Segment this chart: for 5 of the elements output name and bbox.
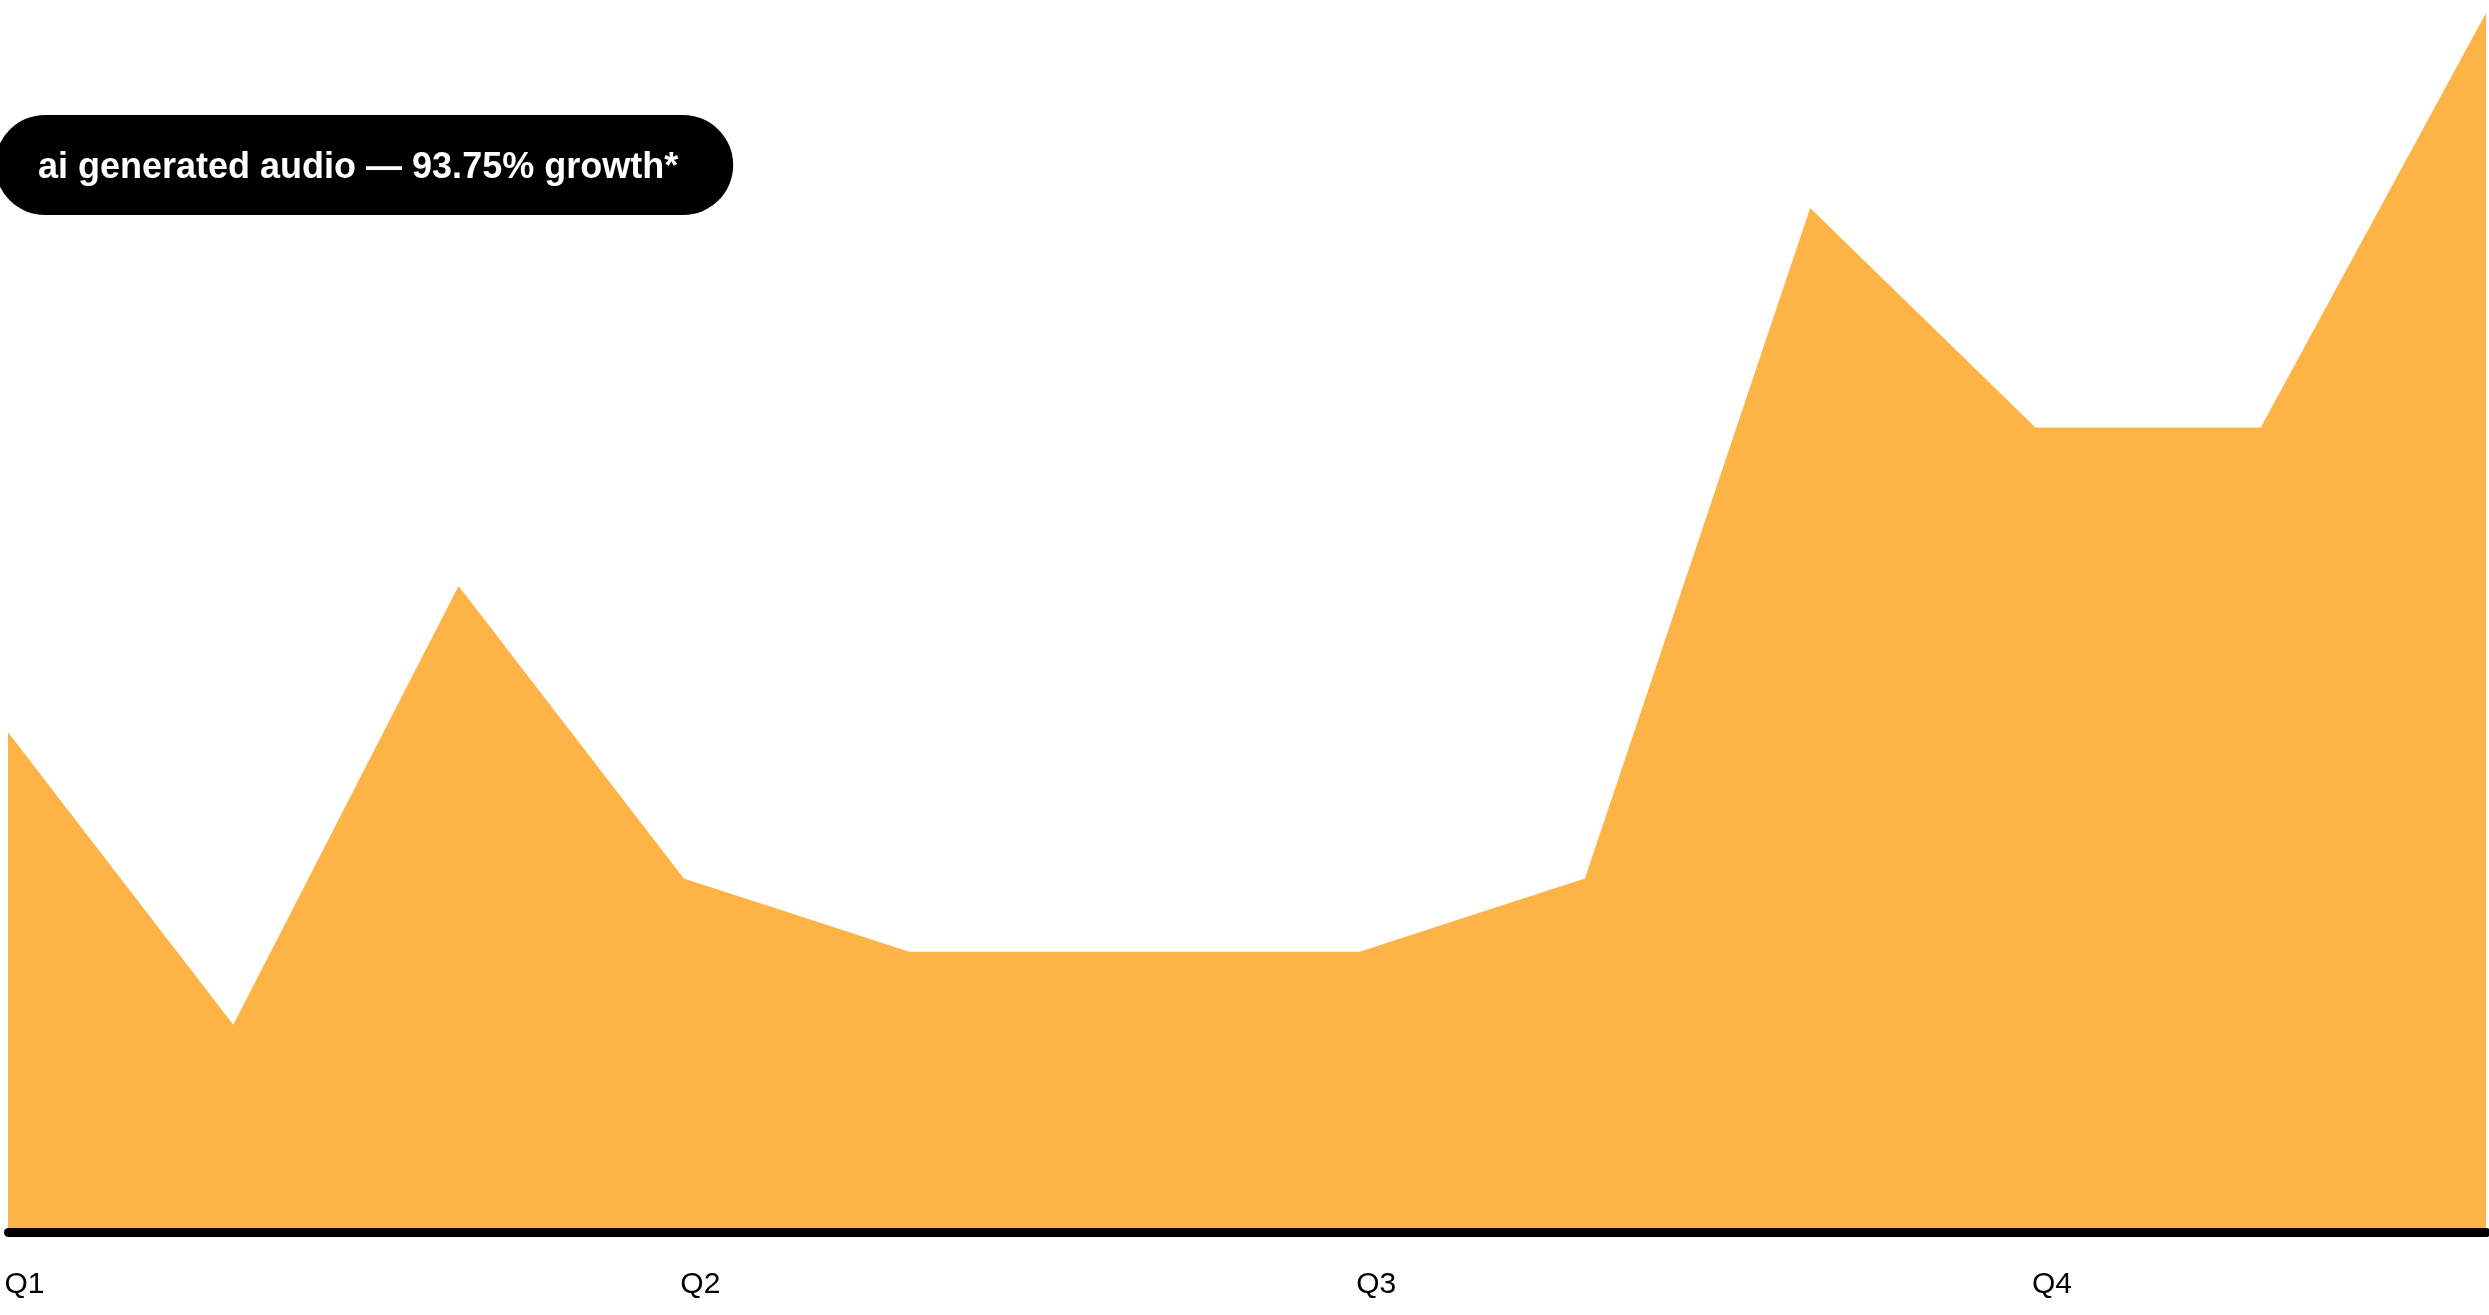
x-tick-label: Q1 — [4, 1266, 45, 1300]
annotation: ai generated audio — 93.75% growth* — [38, 145, 679, 186]
x-tick-label: Q3 — [1356, 1266, 1397, 1300]
x-tick-label: Q2 — [680, 1266, 721, 1300]
x-tick-label: Q4 — [2031, 1266, 2072, 1300]
